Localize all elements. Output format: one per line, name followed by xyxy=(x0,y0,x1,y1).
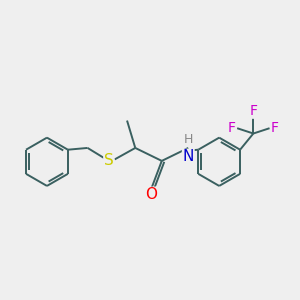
Text: O: O xyxy=(146,187,158,202)
Text: H: H xyxy=(184,133,193,146)
Text: S: S xyxy=(104,153,114,168)
Text: F: F xyxy=(271,121,279,135)
Text: F: F xyxy=(228,121,236,135)
Text: F: F xyxy=(249,104,257,118)
Text: N: N xyxy=(183,149,194,164)
